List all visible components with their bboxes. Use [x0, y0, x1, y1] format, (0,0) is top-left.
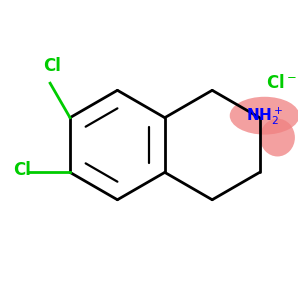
Text: Cl: Cl — [43, 57, 61, 75]
Text: Cl$^-$: Cl$^-$ — [266, 74, 297, 92]
Text: NH$_2^+$: NH$_2^+$ — [246, 105, 283, 127]
Ellipse shape — [230, 97, 299, 135]
Text: Cl: Cl — [13, 161, 31, 179]
Ellipse shape — [260, 119, 295, 157]
